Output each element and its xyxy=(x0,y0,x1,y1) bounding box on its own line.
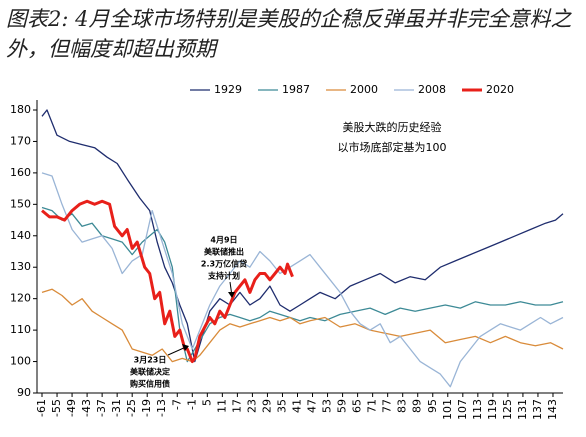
annotation: 美联储决定 xyxy=(130,367,170,377)
arrow-head xyxy=(228,292,235,298)
x-tick-label: 47 xyxy=(306,399,319,413)
series-line xyxy=(41,206,564,363)
series-line xyxy=(41,109,564,363)
x-tick-label: -31 xyxy=(110,399,123,417)
legend-label: 2020 xyxy=(486,83,514,96)
legend-label: 1929 xyxy=(214,83,242,96)
annotation: 支持计划 xyxy=(207,271,240,281)
x-tick-label: 119 xyxy=(486,399,499,420)
x-tick-label: 53 xyxy=(321,399,334,413)
series-line xyxy=(41,288,564,363)
x-tick-label: 71 xyxy=(366,399,379,413)
x-tick-label: 41 xyxy=(290,399,303,413)
y-tick-label: 120 xyxy=(10,292,31,305)
x-tick-label: 29 xyxy=(260,399,273,413)
x-tick-label: 95 xyxy=(426,399,439,413)
x-tick-label: 11 xyxy=(215,399,228,413)
y-tick-label: 90 xyxy=(17,386,31,399)
x-tick-label: -37 xyxy=(95,399,108,417)
x-tick-label: 65 xyxy=(351,399,364,413)
annotation: 美联储推出 xyxy=(204,247,244,257)
x-tick-label: 113 xyxy=(471,399,484,420)
x-tick-label: -19 xyxy=(140,399,153,417)
x-tick-label: 5 xyxy=(200,399,213,406)
x-tick-label: 83 xyxy=(396,399,409,413)
x-tick-label: -1 xyxy=(185,399,198,410)
y-tick-label: 100 xyxy=(10,355,31,368)
legend-label: 1987 xyxy=(282,83,310,96)
legend-label: 2008 xyxy=(418,83,446,96)
x-tick-label: 89 xyxy=(411,399,424,413)
x-tick-label: -7 xyxy=(170,399,183,410)
x-tick-label: 107 xyxy=(456,399,469,420)
legend-label: 2000 xyxy=(350,83,378,96)
chart-title: 图表2: 4月全球市场特别是美股的企稳反弹虽并非完全意料之外，但幅度却超出预期 xyxy=(6,7,572,61)
annotation: 美股大跌的历史经验 xyxy=(343,120,442,134)
y-tick-label: 150 xyxy=(10,197,31,210)
x-tick-label: 17 xyxy=(230,399,243,413)
annotation: 以市场底部定基为100 xyxy=(338,140,447,154)
annotation: 2.3万亿信贷 xyxy=(201,259,247,269)
x-tick-label: -55 xyxy=(50,399,63,417)
annotation: 4月9日 xyxy=(210,236,237,245)
x-tick-label: 59 xyxy=(336,399,349,413)
arrow xyxy=(167,346,187,356)
x-tick-label: 137 xyxy=(531,399,544,420)
x-tick-label: -61 xyxy=(35,399,48,417)
x-tick-label: 125 xyxy=(501,399,514,420)
x-tick-label: 23 xyxy=(245,399,258,413)
x-tick-label: 143 xyxy=(546,399,559,420)
y-tick-label: 160 xyxy=(10,166,31,179)
x-tick-label: 35 xyxy=(275,399,288,413)
series-line xyxy=(41,199,294,364)
x-tick-label: 131 xyxy=(516,399,529,420)
x-tick-label: -13 xyxy=(155,399,168,417)
y-tick-label: 170 xyxy=(10,134,31,147)
series-line xyxy=(41,172,564,388)
annotation: 3月23日 xyxy=(134,356,167,365)
y-tick-label: 130 xyxy=(10,260,31,273)
x-tick-label: -49 xyxy=(65,399,78,417)
y-tick-label: 140 xyxy=(10,229,31,242)
arrow-head xyxy=(182,344,189,351)
x-tick-label: 77 xyxy=(381,399,394,413)
x-tick-label: -43 xyxy=(80,399,93,417)
x-tick-label: -25 xyxy=(125,399,138,417)
y-tick-label: 180 xyxy=(10,103,31,116)
x-tick-label: 101 xyxy=(441,399,454,420)
annotation: 购买信用债 xyxy=(130,379,170,389)
y-tick-label: 110 xyxy=(10,323,31,336)
